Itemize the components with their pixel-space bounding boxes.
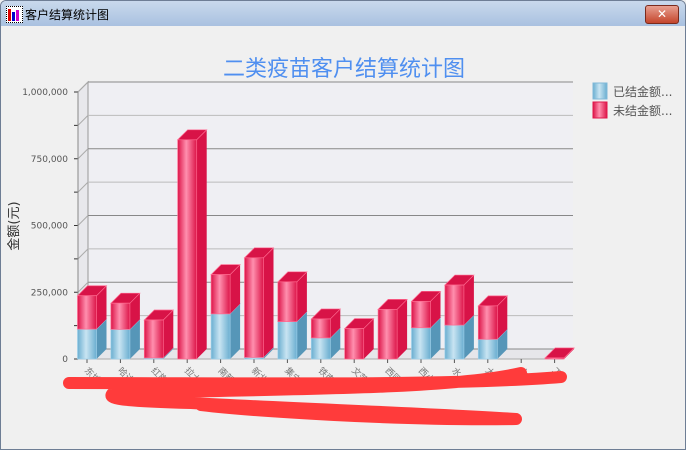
bar-side bbox=[397, 299, 408, 359]
close-button[interactable]: ✕ bbox=[645, 5, 679, 24]
bar-unpaid bbox=[143, 309, 175, 359]
bar-chart: 二类疫苗客户结算统计图 0 250,000 500,000 750,000 1,000,0… bbox=[7, 57, 672, 426]
bar-front bbox=[77, 295, 97, 330]
bar-unpaid bbox=[544, 347, 575, 360]
bar-side bbox=[430, 291, 441, 328]
bar-unpaid bbox=[377, 298, 408, 360]
bar-unpaid bbox=[343, 318, 375, 360]
bar-front bbox=[477, 305, 498, 340]
gridline-diagonal bbox=[77, 181, 89, 193]
chart-title: 二类疫苗客户结算统计图 bbox=[223, 57, 465, 82]
bar-side bbox=[263, 247, 274, 358]
bar-front bbox=[444, 284, 465, 326]
bar-unpaid bbox=[410, 290, 442, 329]
bar-side bbox=[463, 275, 474, 326]
bar-side bbox=[330, 308, 341, 338]
y-tick-label: 0 bbox=[62, 355, 68, 365]
gridline-diagonal bbox=[77, 248, 89, 260]
gridline-diagonal bbox=[77, 281, 89, 293]
gridline-diagonal bbox=[77, 215, 89, 226]
bar-front bbox=[210, 274, 231, 315]
bar-front bbox=[277, 321, 298, 360]
legend-swatch bbox=[592, 82, 608, 100]
y-tick-label: 500,000 bbox=[31, 222, 68, 232]
window-title: 客户结算统计图 bbox=[25, 8, 110, 22]
bar-side bbox=[296, 271, 307, 322]
bar-front bbox=[444, 324, 465, 360]
bar-unpaid bbox=[76, 285, 108, 330]
bar-side bbox=[129, 293, 140, 330]
bar-front bbox=[310, 337, 331, 360]
chart-app-icon bbox=[6, 6, 23, 23]
bar-unpaid bbox=[310, 308, 342, 339]
y-tick-label: 1,000,000 bbox=[22, 88, 68, 98]
bar-front bbox=[110, 302, 131, 330]
bar-front bbox=[110, 329, 131, 360]
bar-front bbox=[143, 319, 164, 359]
legend-label: 未结金额... bbox=[613, 103, 672, 118]
bar-side bbox=[463, 315, 474, 359]
bar-side bbox=[230, 264, 241, 314]
bar-unpaid bbox=[477, 295, 509, 340]
chart-area: 二类疫苗客户结算统计图 0 250,000 500,000 750,000 1,000,0… bbox=[7, 26, 679, 444]
bar-unpaid bbox=[277, 271, 308, 322]
bar-front bbox=[477, 338, 498, 360]
bar-side bbox=[163, 310, 174, 358]
bar-front bbox=[177, 139, 198, 360]
y-axis-label: 金额(元) bbox=[7, 201, 22, 250]
y-tick-label: 250,000 bbox=[31, 288, 68, 298]
bar-side bbox=[296, 311, 307, 359]
legend-swatch bbox=[592, 101, 608, 119]
bar-front bbox=[77, 328, 97, 360]
bar-front bbox=[277, 281, 298, 322]
bar-side bbox=[497, 329, 508, 359]
bar-front bbox=[310, 318, 331, 339]
bar-front bbox=[210, 313, 231, 360]
bar-front bbox=[344, 328, 365, 360]
bar-front bbox=[411, 300, 431, 329]
bar-unpaid bbox=[176, 129, 208, 360]
y-tick-label: 750,000 bbox=[31, 155, 68, 165]
bar-unpaid bbox=[444, 274, 475, 326]
bar-unpaid bbox=[210, 264, 241, 315]
bar-side bbox=[230, 303, 241, 359]
bar-front bbox=[544, 357, 565, 360]
bar-unpaid bbox=[243, 247, 275, 358]
bar-front bbox=[244, 257, 264, 358]
bar-side bbox=[96, 285, 107, 330]
bar-side bbox=[363, 318, 374, 359]
gridline-diagonal bbox=[77, 148, 89, 160]
bar-side bbox=[96, 319, 107, 359]
gridline-diagonal bbox=[77, 81, 89, 93]
bar-unpaid bbox=[110, 292, 141, 330]
bar-side bbox=[497, 295, 508, 340]
bar-side bbox=[196, 129, 207, 359]
bar-side bbox=[129, 319, 140, 359]
bar-front bbox=[411, 327, 431, 360]
gridline-diagonal bbox=[77, 115, 89, 126]
bar-side bbox=[430, 317, 441, 359]
title-bar[interactable]: 客户结算统计图 ✕ bbox=[1, 1, 685, 26]
legend-label: 已结金额... bbox=[613, 84, 672, 99]
redaction-scribble bbox=[63, 367, 567, 426]
bar-front bbox=[377, 308, 398, 360]
